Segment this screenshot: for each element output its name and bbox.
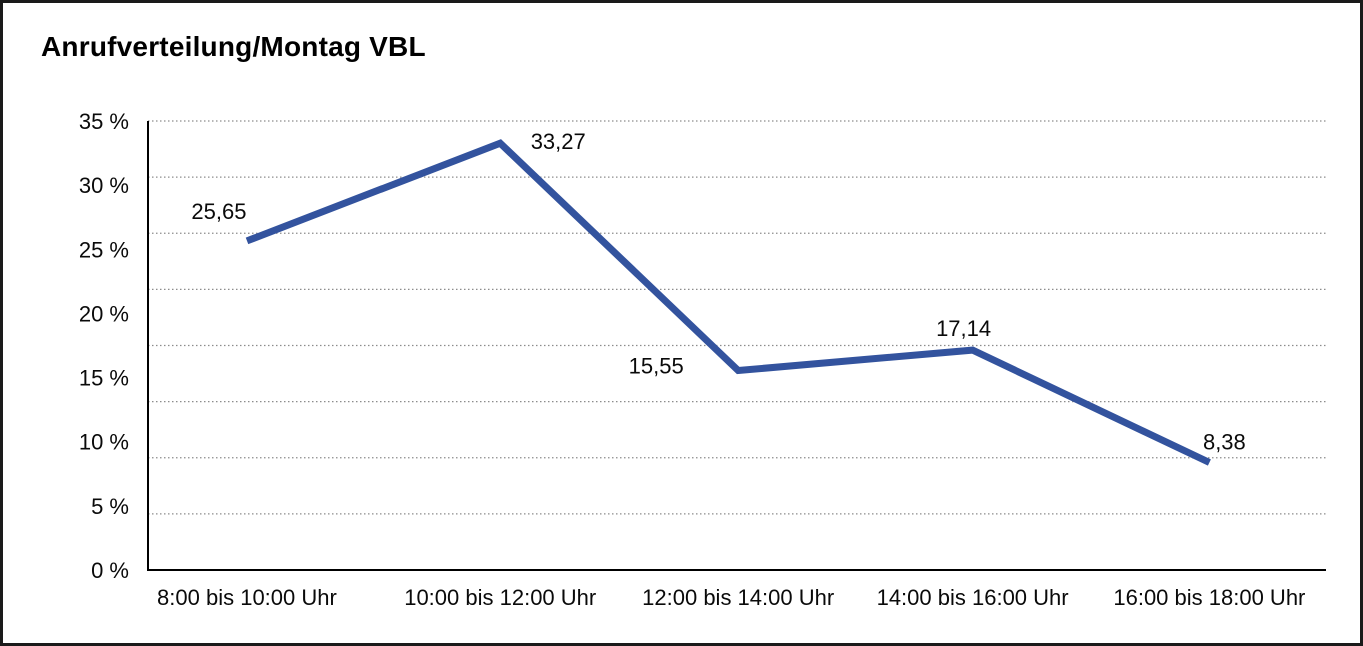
y-axis-tick-label: 5 % xyxy=(91,494,129,519)
x-axis-category-label: 16:00 bis 18:00 Uhr xyxy=(1113,585,1305,610)
chart-title: Anrufverteilung/Montag VBL xyxy=(41,31,426,62)
y-axis-tick-label: 20 % xyxy=(79,301,129,326)
x-axis-category-label: 8:00 bis 10:00 Uhr xyxy=(157,585,337,610)
data-series-line xyxy=(245,139,1211,466)
y-axis-tick-label: 15 % xyxy=(79,366,129,391)
data-point-label: 17,14 xyxy=(936,316,991,341)
data-point-label: 8,38 xyxy=(1203,429,1246,454)
y-axis-tick-label: 30 % xyxy=(79,173,129,198)
data-point-label: 15,55 xyxy=(629,354,684,379)
line-chart-canvas: 0 % 5 % 10 % 15 % 20 % 25 % 30 % 35 % 8:00 bis 1… xyxy=(79,109,1326,610)
x-axis-category-label: 14:00 bis 16:00 Uhr xyxy=(877,585,1069,610)
x-axis-category-label: 10:00 bis 12:00 Uhr xyxy=(404,585,596,610)
y-axis-tick-label: 35 % xyxy=(79,109,129,134)
data-point-label: 25,65 xyxy=(191,199,246,224)
y-axis-tick-label: 25 % xyxy=(79,237,129,262)
data-point-label: 33,27 xyxy=(531,129,586,154)
x-axis-category-label: 12:00 bis 14:00 Uhr xyxy=(642,585,834,610)
y-axis-tick-label: 10 % xyxy=(79,430,129,455)
y-axis-tick-label: 0 % xyxy=(91,558,129,583)
